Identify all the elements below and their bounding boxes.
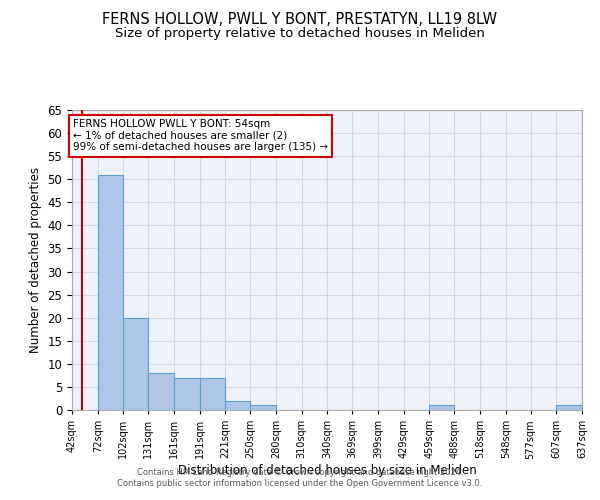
Bar (226, 401, 250, 410)
Bar (124, 318, 148, 410)
Y-axis label: Number of detached properties: Number of detached properties (29, 167, 42, 353)
Text: FERNS HOLLOW, PWLL Y BONT, PRESTATYN, LL19 8LW: FERNS HOLLOW, PWLL Y BONT, PRESTATYN, LL… (103, 12, 497, 28)
Bar (148, 373, 174, 410)
Bar (556, 406, 582, 410)
X-axis label: Distribution of detached houses by size in Meliden: Distribution of detached houses by size … (178, 464, 476, 477)
Text: Size of property relative to detached houses in Meliden: Size of property relative to detached ho… (115, 28, 485, 40)
Text: FERNS HOLLOW PWLL Y BONT: 54sqm
← 1% of detached houses are smaller (2)
99% of s: FERNS HOLLOW PWLL Y BONT: 54sqm ← 1% of … (73, 119, 328, 152)
Text: Contains HM Land Registry data © Crown copyright and database right 2024.
Contai: Contains HM Land Registry data © Crown c… (118, 468, 482, 487)
Bar (250, 406, 276, 410)
Bar (174, 378, 200, 410)
Bar (200, 378, 226, 410)
Bar (430, 406, 454, 410)
Bar (98, 174, 124, 410)
